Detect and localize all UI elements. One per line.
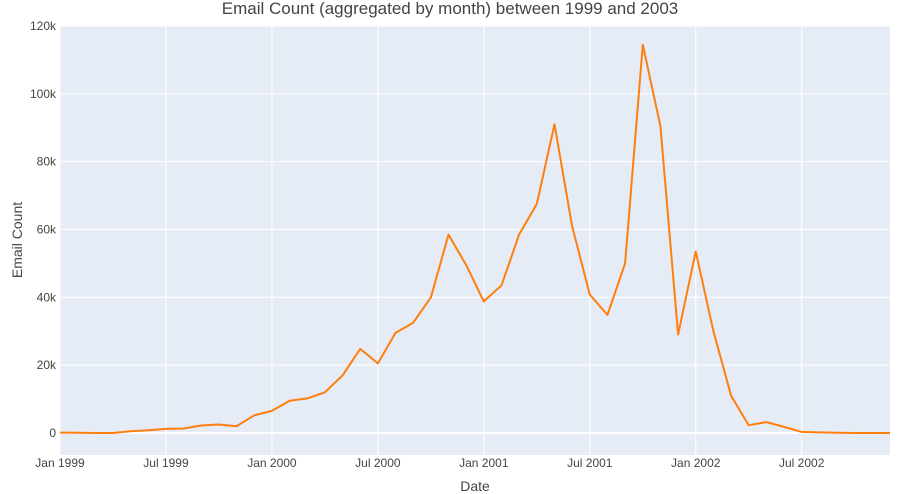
series-layer (59, 43, 890, 434)
x-tick-label: Jan 2001 (459, 456, 509, 470)
x-tick-label: Jul 1999 (143, 456, 189, 470)
x-tick-label: Jan 2000 (247, 456, 297, 470)
x-axis-ticks: Jan 1999 Jul 1999 Jan 2000 Jul 2000 Jan 2001… (35, 456, 824, 470)
y-tick-label: 100k (30, 87, 57, 101)
y-tick-label: 60k (37, 222, 57, 236)
x-tick-label: Jan 2002 (671, 456, 721, 470)
series-line-email-count (59, 43, 890, 434)
x-tick-label: Jul 2001 (567, 456, 613, 470)
x-tick-label: Jul 2000 (355, 456, 401, 470)
y-tick-label: 20k (37, 358, 57, 372)
x-tick-label: Jul 2002 (779, 456, 825, 470)
gridlines (59, 25, 890, 455)
y-tick-label: 80k (37, 155, 57, 169)
plot-background (60, 26, 890, 455)
y-tick-label: 0 (49, 426, 56, 440)
y-axis-ticks: 0 20k 40k 60k 80k 100k 120k (30, 19, 57, 440)
chart-title: Email Count (aggregated by month) betwee… (222, 0, 678, 18)
y-axis-title: Email Count (9, 202, 25, 278)
x-axis-title: Date (460, 478, 490, 494)
y-tick-label: 120k (30, 19, 57, 33)
y-tick-label: 40k (37, 290, 57, 304)
x-tick-label: Jan 1999 (35, 456, 85, 470)
